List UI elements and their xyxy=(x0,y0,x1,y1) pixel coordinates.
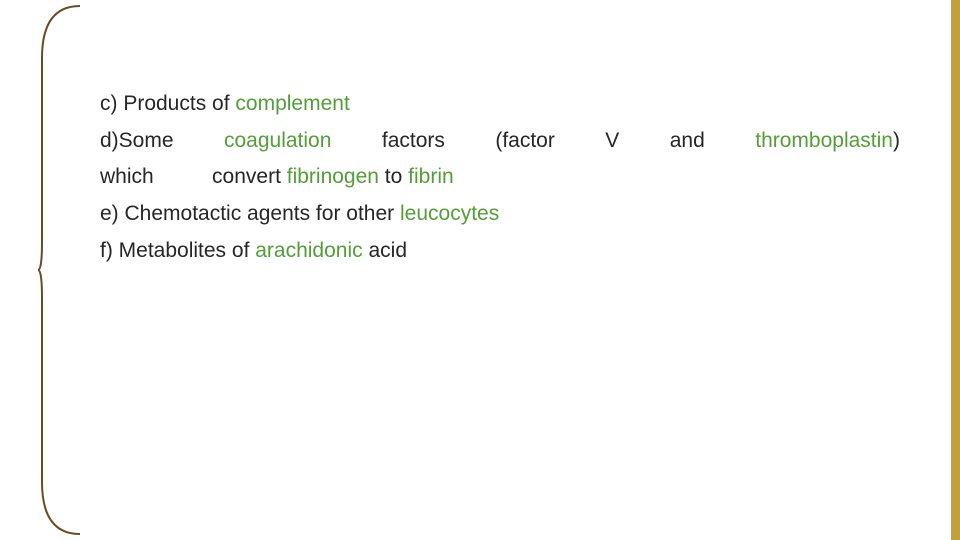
decorative-left-bracket xyxy=(38,4,80,536)
slide-text-content: c) Products of complement d)Some coagula… xyxy=(100,90,900,274)
bullet-c: c) Products of complement xyxy=(100,90,900,118)
bullet-d-line2: which convert fibrinogen to fibrin xyxy=(100,163,900,191)
bullet-f-suffix: acid xyxy=(363,239,407,262)
bullet-c-text: c) Products of xyxy=(100,92,235,115)
bullet-e-text: e) Chemotactic agents for other xyxy=(100,202,400,225)
bullet-f-text: f) Metabolites of xyxy=(100,239,255,262)
bullet-d-line1: d)Some coagulation factors (factor V and… xyxy=(100,127,900,155)
bullet-f: f) Metabolites of arachidonic acid xyxy=(100,237,900,265)
bullet-e-highlight: leucocytes xyxy=(400,202,499,225)
bullet-c-highlight: complement xyxy=(235,92,349,115)
bullet-f-highlight: arachidonic xyxy=(255,239,362,262)
bullet-e: e) Chemotactic agents for other leucocyt… xyxy=(100,200,900,228)
right-accent-bar xyxy=(951,0,960,540)
